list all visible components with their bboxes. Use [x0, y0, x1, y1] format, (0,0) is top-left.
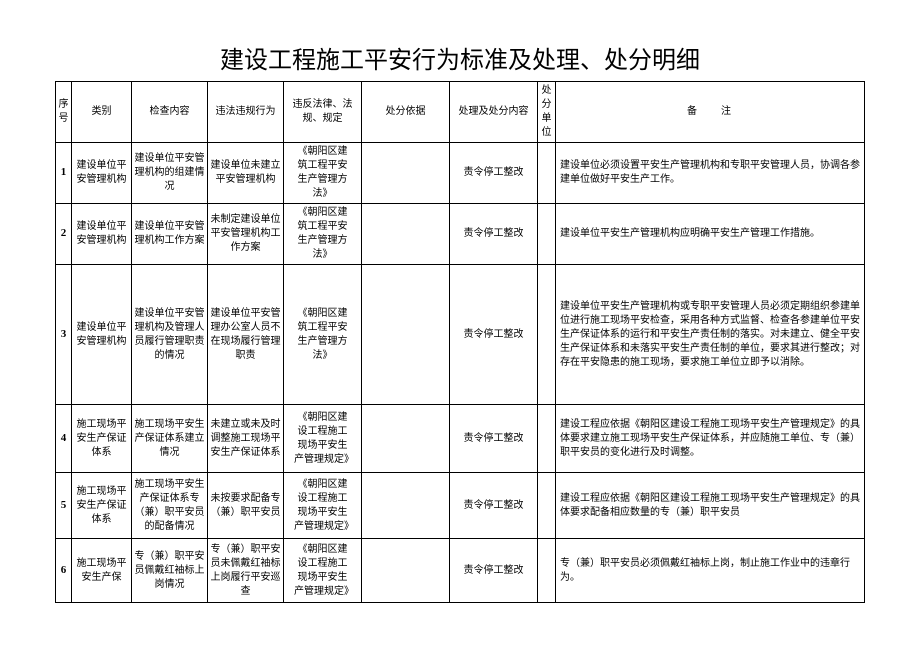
cell-check: 建设单位平安管理机构工作方案 [132, 204, 208, 265]
header-illegal: 违法违规行为 [208, 82, 284, 143]
cell-handling: 责令停工整改 [450, 265, 538, 405]
cell-remark: 建设单位平安生产管理机构或专职平安管理人员必须定期组织参建单位进行施工现场平安检… [556, 265, 865, 405]
header-remark: 备注 [556, 82, 865, 143]
header-handling: 处理及处分内容 [450, 82, 538, 143]
cell-check: 施工现场平安生产保证体系专（兼）职平安员的配备情况 [132, 473, 208, 539]
cell-illegal: 未建立或未及时调整施工现场平安生产保证体系 [208, 405, 284, 473]
cell-category: 建设单位平安管理机构 [72, 265, 132, 405]
cell-unit [538, 539, 556, 603]
cell-check: 专（兼）职平安员佩戴红袖标上岗情况 [132, 539, 208, 603]
main-table: 序号 类别 检查内容 违法违规行为 违反法律、法规、规定 处分依据 处理及处分内… [55, 81, 865, 603]
cell-illegal: 未制定建设单位平安管理机构工作方案 [208, 204, 284, 265]
cell-illegal: 建设单位未建立平安管理机构 [208, 143, 284, 204]
table-row: 2建设单位平安管理机构建设单位平安管理机构工作方案未制定建设单位平安管理机构工作… [56, 204, 865, 265]
cell-basis [362, 204, 450, 265]
cell-basis [362, 405, 450, 473]
cell-seq: 5 [56, 473, 72, 539]
header-category: 类别 [72, 82, 132, 143]
cell-illegal: 建设单位平安管理办公室人员不在现场履行管理职责 [208, 265, 284, 405]
cell-handling: 责令停工整改 [450, 143, 538, 204]
cell-law: 《朝阳区建筑工程平安生产管理方法》 [284, 265, 362, 405]
cell-seq: 6 [56, 539, 72, 603]
header-unit: 处分单位 [538, 82, 556, 143]
cell-remark: 建设工程应依据《朝阳区建设工程施工现场平安生产管理规定》的具体要求建立施工现场平… [556, 405, 865, 473]
cell-check: 施工现场平安生产保证体系建立情况 [132, 405, 208, 473]
cell-handling: 责令停工整改 [450, 405, 538, 473]
cell-category: 施工现场平安生产保证体系 [72, 405, 132, 473]
cell-remark: 建设工程应依据《朝阳区建设工程施工现场平安生产管理规定》的具体要求配备相应数量的… [556, 473, 865, 539]
cell-seq: 2 [56, 204, 72, 265]
cell-handling: 责令停工整改 [450, 473, 538, 539]
cell-unit [538, 204, 556, 265]
cell-remark: 建设单位必须设置平安生产管理机构和专职平安管理人员，协调各参建单位做好平安生产工… [556, 143, 865, 204]
cell-check: 建设单位平安管理机构及管理人员履行管理职责的情况 [132, 265, 208, 405]
header-row: 序号 类别 检查内容 违法违规行为 违反法律、法规、规定 处分依据 处理及处分内… [56, 82, 865, 143]
table-row: 1建设单位平安管理机构建设单位平安管理机构的组建情况建设单位未建立平安管理机构《… [56, 143, 865, 204]
cell-basis [362, 539, 450, 603]
document-title: 建设工程施工平安行为标准及处理、处分明细 [55, 40, 865, 75]
cell-basis [362, 265, 450, 405]
cell-handling: 责令停工整改 [450, 539, 538, 603]
cell-law: 《朝阳区建筑工程平安生产管理方法》 [284, 204, 362, 265]
cell-unit [538, 265, 556, 405]
cell-unit [538, 473, 556, 539]
cell-illegal: 专（兼）职平安员未佩戴红袖标上岗履行平安巡查 [208, 539, 284, 603]
table-row: 3建设单位平安管理机构建设单位平安管理机构及管理人员履行管理职责的情况建设单位平… [56, 265, 865, 405]
cell-category: 建设单位平安管理机构 [72, 204, 132, 265]
cell-handling: 责令停工整改 [450, 204, 538, 265]
cell-law: 《朝阳区建设工程施工现场平安生产管理规定》 [284, 405, 362, 473]
cell-law: 《朝阳区建设工程施工现场平安生产管理规定》 [284, 473, 362, 539]
cell-seq: 1 [56, 143, 72, 204]
cell-illegal: 未按要求配备专（兼）职平安员 [208, 473, 284, 539]
cell-remark: 专（兼）职平安员必须佩戴红袖标上岗，制止施工作业中的违章行为。 [556, 539, 865, 603]
header-seq: 序号 [56, 82, 72, 143]
cell-remark: 建设单位平安生产管理机构应明确平安生产管理工作措施。 [556, 204, 865, 265]
cell-law: 《朝阳区建设工程施工现场平安生产管理规定》 [284, 539, 362, 603]
table-row: 4施工现场平安生产保证体系施工现场平安生产保证体系建立情况未建立或未及时调整施工… [56, 405, 865, 473]
cell-law: 《朝阳区建筑工程平安生产管理方法》 [284, 143, 362, 204]
table-row: 5施工现场平安生产保证体系施工现场平安生产保证体系专（兼）职平安员的配备情况未按… [56, 473, 865, 539]
cell-unit [538, 143, 556, 204]
header-check: 检查内容 [132, 82, 208, 143]
cell-unit [538, 405, 556, 473]
cell-category: 施工现场平安生产保证体系 [72, 473, 132, 539]
cell-basis [362, 143, 450, 204]
cell-check: 建设单位平安管理机构的组建情况 [132, 143, 208, 204]
header-law: 违反法律、法规、规定 [284, 82, 362, 143]
cell-seq: 4 [56, 405, 72, 473]
cell-category: 建设单位平安管理机构 [72, 143, 132, 204]
cell-seq: 3 [56, 265, 72, 405]
cell-category: 施工现场平安生产保 [72, 539, 132, 603]
header-basis: 处分依据 [362, 82, 450, 143]
cell-basis [362, 473, 450, 539]
table-row: 6施工现场平安生产保专（兼）职平安员佩戴红袖标上岗情况专（兼）职平安员未佩戴红袖… [56, 539, 865, 603]
